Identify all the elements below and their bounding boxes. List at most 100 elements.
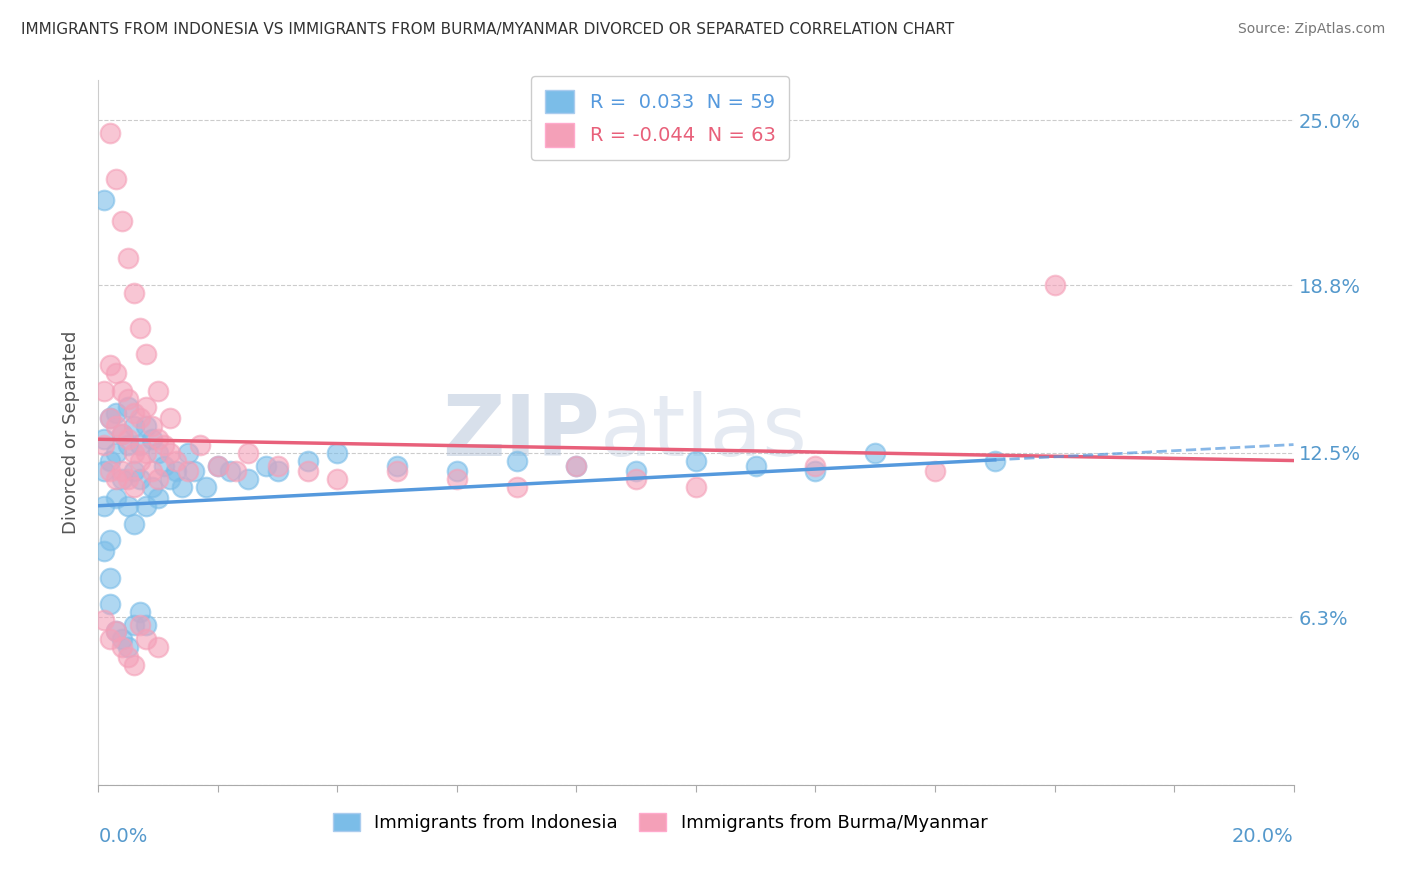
Text: 20.0%: 20.0% [1232,827,1294,847]
Point [124,419,146,434]
Text: ZIP: ZIP [443,391,600,475]
Point [117,432,139,446]
Point [124,285,146,300]
Point [98,453,122,467]
Point [98,411,122,425]
Point [565,458,588,473]
Point [148,432,170,446]
Point [117,472,139,486]
Point [111,632,134,646]
Point [98,411,122,425]
Point [236,445,259,459]
Point [804,464,827,478]
Point [129,320,152,334]
Point [111,426,134,441]
Point [267,464,290,478]
Point [195,480,218,494]
Point [804,458,827,473]
Point [135,419,157,434]
Point [506,453,529,467]
Point [207,458,229,473]
Point [124,464,146,478]
Point [105,366,128,380]
Point [153,437,176,451]
Point [117,401,139,415]
Point [225,464,247,478]
Point [297,453,319,467]
Point [446,464,468,478]
Point [385,464,409,478]
Point [446,472,468,486]
Point [183,464,205,478]
Text: 0.0%: 0.0% [98,827,148,847]
Point [135,499,157,513]
Point [207,458,229,473]
Point [129,411,152,425]
Point [124,445,146,459]
Point [1043,278,1066,293]
Point [105,472,128,486]
Point [98,597,122,611]
Point [117,640,139,654]
Point [105,171,128,186]
Text: atlas: atlas [600,391,808,475]
Point [105,419,128,434]
Point [98,127,122,141]
Point [297,464,319,478]
Point [111,464,134,478]
Point [159,445,181,459]
Point [93,193,115,207]
Point [626,464,648,478]
Point [148,445,170,459]
Point [159,411,181,425]
Point [984,453,1007,467]
Point [177,445,200,459]
Point [254,458,277,473]
Point [148,384,170,399]
Point [326,472,349,486]
Point [93,432,115,446]
Point [124,618,146,632]
Point [98,464,122,478]
Point [98,358,122,372]
Point [135,632,157,646]
Point [326,445,349,459]
Point [129,618,152,632]
Point [93,544,115,558]
Point [111,384,134,399]
Point [117,650,139,665]
Point [111,472,134,486]
Point [506,480,529,494]
Point [129,472,152,486]
Point [105,624,128,638]
Point [565,458,588,473]
Y-axis label: Divorced or Separated: Divorced or Separated [62,331,80,534]
Point [188,437,211,451]
Point [105,445,128,459]
Point [141,480,163,494]
Point [148,640,170,654]
Point [626,472,648,486]
Point [93,613,115,627]
Point [111,426,134,441]
Point [93,499,115,513]
Point [141,464,163,478]
Point [141,432,163,446]
Text: Source: ZipAtlas.com: Source: ZipAtlas.com [1237,22,1385,37]
Point [924,464,946,478]
Point [105,624,128,638]
Point [236,472,259,486]
Point [117,499,139,513]
Point [135,401,157,415]
Point [148,472,170,486]
Point [117,392,139,407]
Point [165,453,187,467]
Point [159,472,181,486]
Point [93,384,115,399]
Point [135,445,157,459]
Point [117,252,139,266]
Point [219,464,242,478]
Point [172,480,194,494]
Point [93,464,115,478]
Point [105,406,128,420]
